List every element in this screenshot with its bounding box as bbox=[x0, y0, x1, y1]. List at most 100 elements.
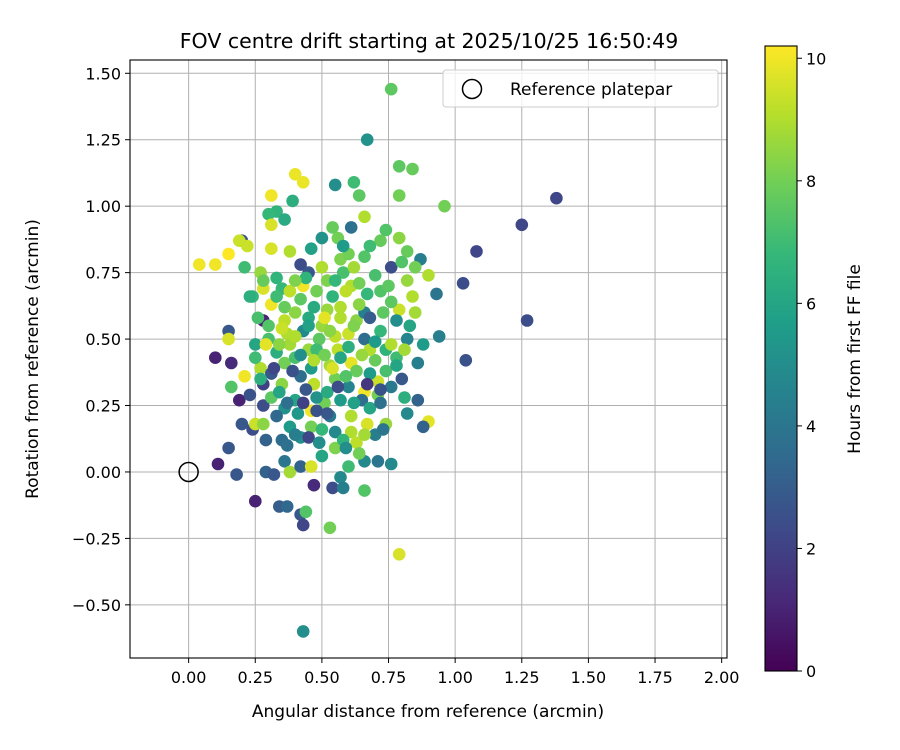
scatter-point bbox=[358, 428, 371, 442]
scatter-point bbox=[328, 425, 342, 439]
scatter-point bbox=[374, 324, 387, 338]
scatter-point bbox=[352, 189, 366, 202]
y-tick-label: 0.00 bbox=[85, 463, 121, 482]
scatter-point bbox=[283, 465, 297, 479]
scatter-point bbox=[398, 343, 411, 357]
scatter-point bbox=[358, 210, 371, 224]
scatter-point bbox=[288, 168, 302, 181]
scatter-point bbox=[304, 420, 318, 434]
scatter-point bbox=[257, 399, 270, 412]
scatter-point bbox=[288, 274, 302, 287]
scatter-point bbox=[334, 351, 347, 365]
scatter-point bbox=[278, 455, 291, 468]
scatter-point bbox=[254, 362, 267, 375]
scatter-point bbox=[398, 391, 411, 404]
scatter-point bbox=[225, 356, 238, 370]
scatter-point bbox=[422, 269, 435, 282]
y-axis-ticks: −0.50 −0.25 0.00 0.25 0.50 0.75 1.00 1.25 1.50 bbox=[72, 64, 130, 615]
y-tick-label: 0.75 bbox=[85, 264, 121, 283]
colorbar-label: Hours from first FF file bbox=[845, 264, 865, 454]
scatter-point bbox=[318, 348, 331, 362]
scatter-point bbox=[193, 258, 206, 271]
scatter-point bbox=[363, 239, 377, 253]
scatter-point bbox=[352, 298, 366, 311]
scatter-point bbox=[262, 319, 275, 333]
x-tick-label: 0.50 bbox=[304, 668, 340, 687]
scatter-point bbox=[358, 332, 371, 346]
scatter-point bbox=[288, 330, 302, 343]
scatter-point bbox=[470, 245, 483, 258]
scatter-point bbox=[315, 261, 329, 274]
scatter-point bbox=[323, 521, 337, 535]
scatter-point bbox=[371, 455, 385, 468]
scatter-point bbox=[328, 441, 342, 455]
y-tick-label: 1.00 bbox=[85, 197, 121, 216]
scatter-point bbox=[302, 431, 315, 444]
scatter-point bbox=[288, 428, 302, 442]
scatter-point bbox=[294, 292, 307, 306]
colorbar: 0 2 4 6 8 10 Hours from first FF file bbox=[764, 45, 865, 681]
scatter-point bbox=[336, 266, 350, 279]
scatter-point bbox=[326, 481, 339, 495]
colorbar-tick-label: 8 bbox=[806, 172, 816, 191]
x-tick-label: 0.25 bbox=[237, 668, 273, 687]
scatter-point bbox=[249, 494, 262, 508]
scatter-point bbox=[299, 271, 313, 285]
x-axis-ticks: 0.00 0.25 0.50 0.75 1.00 1.25 1.50 1.75 2.00 bbox=[171, 658, 740, 687]
scatter-point bbox=[267, 468, 281, 481]
x-tick-label: 1.75 bbox=[637, 668, 673, 687]
grid-lines bbox=[130, 60, 727, 658]
scatter-point bbox=[392, 189, 406, 202]
scatter-point bbox=[379, 223, 393, 237]
scatter-point bbox=[328, 178, 342, 192]
scatter-point bbox=[257, 274, 270, 287]
scatter-point bbox=[270, 290, 283, 303]
scatter-point bbox=[312, 436, 326, 450]
scatter-point bbox=[400, 332, 414, 346]
scatter-point bbox=[262, 207, 275, 221]
legend-box bbox=[442, 69, 719, 108]
scatter-point bbox=[310, 284, 323, 298]
scatter-point bbox=[520, 314, 534, 327]
scatter-point bbox=[326, 221, 339, 234]
scatter-point bbox=[344, 409, 358, 423]
scatter-point bbox=[278, 213, 291, 226]
scatter-point bbox=[310, 391, 323, 404]
scatter-point bbox=[243, 290, 257, 303]
scatter-point bbox=[363, 311, 377, 325]
scatter-point bbox=[307, 478, 321, 492]
scatter-point bbox=[379, 364, 393, 378]
scatter-point bbox=[411, 393, 425, 407]
scatter-point bbox=[550, 191, 563, 205]
scatter-point bbox=[267, 362, 281, 375]
scatter-point bbox=[392, 303, 406, 317]
colorbar-fill bbox=[765, 46, 797, 671]
scatter-point bbox=[406, 162, 419, 176]
colorbar-tick-label: 6 bbox=[806, 294, 816, 313]
scatter-point bbox=[334, 300, 347, 314]
scatter-point bbox=[459, 354, 473, 367]
scatter-point bbox=[323, 324, 337, 338]
scatter-point bbox=[408, 306, 422, 319]
x-tick-label: 2.00 bbox=[704, 668, 740, 687]
scatter-point bbox=[360, 377, 374, 391]
scatter-point bbox=[209, 258, 222, 271]
scatter-point bbox=[286, 194, 299, 208]
plot-area: 0.00 0.25 0.50 0.75 1.00 1.25 1.50 1.75 2.00 −0.… bbox=[72, 59, 740, 687]
scatter-point bbox=[336, 239, 350, 253]
scatter-point bbox=[222, 247, 235, 261]
scatter-point bbox=[456, 277, 470, 290]
scatter-point bbox=[296, 625, 310, 638]
scatter-point bbox=[249, 351, 262, 365]
scatter-point bbox=[225, 380, 238, 394]
scatter-point bbox=[259, 433, 273, 447]
scatter-point bbox=[296, 396, 310, 410]
scatter-point bbox=[342, 460, 355, 473]
scatter-point bbox=[318, 311, 331, 325]
scatter-point bbox=[280, 439, 294, 452]
x-tick-label: 1.25 bbox=[504, 668, 540, 687]
scatter-point bbox=[392, 231, 406, 245]
colorbar-tick-label: 4 bbox=[806, 417, 816, 436]
scatter-point bbox=[344, 425, 358, 439]
scatter-point bbox=[257, 417, 270, 431]
